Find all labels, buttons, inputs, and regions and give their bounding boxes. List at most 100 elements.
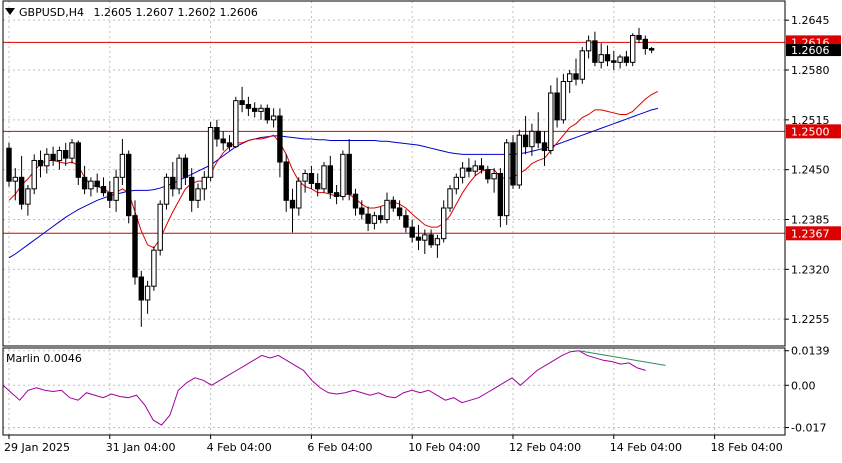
current-price-tag (786, 44, 841, 57)
candle-body (113, 176, 119, 201)
y-tick-label: 1.2255 (791, 313, 830, 326)
chart-header: GBPUSD,H4 1.2605 1.2607 1.2602 1.2606 (5, 6, 258, 19)
candle-body (6, 147, 12, 182)
level-tag (786, 124, 841, 139)
candle-body (478, 165, 485, 171)
candle-body (434, 238, 441, 246)
candle-body (504, 142, 510, 217)
candle-body (12, 176, 19, 182)
candle-body (277, 115, 283, 163)
candle-body (573, 73, 579, 80)
candle-body (176, 157, 182, 190)
candle-body (258, 107, 264, 112)
candle-body (636, 35, 642, 40)
candle-body (384, 199, 390, 220)
candle-body (333, 192, 340, 198)
divergence-line (578, 350, 666, 366)
y-tick-label: 1.2450 (791, 164, 830, 177)
candle-body (75, 142, 81, 178)
level-tag-label: 1.2500 (791, 125, 830, 138)
candle-body (579, 50, 585, 80)
candle-body (409, 226, 415, 238)
level-tag-label: 1.2367 (791, 227, 830, 240)
candle-body (491, 173, 497, 180)
candle-body (63, 150, 69, 159)
price-pane-frame (2, 0, 786, 347)
candle-body (88, 180, 94, 190)
candle-body (56, 150, 63, 161)
candle-body (94, 180, 100, 188)
candle-body (428, 234, 434, 246)
dropdown-triangle-icon[interactable] (5, 8, 15, 15)
candle-body (611, 60, 617, 63)
candle-body (37, 159, 44, 167)
candle-body (560, 81, 567, 121)
candle-body (151, 249, 157, 287)
candle-body (604, 54, 611, 62)
indicator-label: Marlin 0.0046 (6, 352, 82, 365)
candle-body (365, 213, 371, 224)
candle-body (485, 169, 491, 180)
oscillator-line (2, 350, 646, 426)
candle-body (100, 186, 107, 194)
x-tick-label: 12 Feb 04:00 (509, 441, 581, 454)
candle-body (642, 38, 648, 50)
candle-body (522, 134, 529, 148)
x-tick-label: 18 Feb 04:00 (711, 441, 783, 454)
osc-y-tick-label: 0.0139 (791, 345, 830, 358)
candle-body (126, 153, 132, 217)
candle-body (630, 35, 636, 63)
candle-body (390, 199, 397, 209)
candle-body (567, 73, 573, 83)
candle-body (144, 285, 151, 301)
oscillator-pane-frame (2, 347, 786, 436)
candle-body (264, 107, 271, 121)
candle-body (340, 153, 346, 197)
candle-body (25, 188, 31, 205)
candle-body (245, 104, 252, 109)
candle-body (585, 40, 592, 52)
candle-body (453, 176, 460, 190)
x-tick-label: 10 Feb 04:00 (408, 441, 480, 454)
candle-body (81, 176, 88, 190)
candle-body (233, 100, 239, 148)
current-price-label: 1.2606 (791, 44, 830, 57)
candle-body (466, 167, 472, 172)
candle-body (170, 176, 176, 190)
candle-body (447, 188, 453, 209)
candle-body (302, 173, 308, 182)
candle-body (252, 107, 258, 112)
candle-body (50, 153, 56, 161)
candle-body (289, 199, 296, 209)
y-tick-label: 1.2515 (791, 114, 830, 127)
osc-y-tick-label: -0.017 (791, 422, 826, 435)
ohlc-readout: 1.2605 1.2607 1.2602 1.2606 (93, 6, 258, 19)
x-tick-label: 4 Feb 04:00 (207, 441, 272, 454)
candle-body (422, 234, 428, 241)
candle-body (535, 130, 541, 144)
x-tick-label: 31 Jan 04:00 (106, 441, 176, 454)
candle-body (214, 127, 220, 140)
candle-body (182, 157, 189, 178)
x-tick-label: 29 Jan 2025 (4, 441, 70, 454)
candle-body (472, 165, 478, 172)
candle-body (315, 182, 321, 190)
candle-body (189, 176, 195, 201)
candle-body (283, 161, 289, 201)
candle-body (396, 207, 403, 217)
candle-body (138, 276, 145, 301)
candle-body (201, 176, 208, 190)
candle-body (541, 142, 548, 151)
candle-body (226, 142, 233, 148)
candle-body (220, 138, 226, 144)
y-tick-label: 1.2385 (791, 214, 830, 227)
candle-body (18, 176, 25, 205)
candle-body (270, 115, 277, 121)
candle-body (163, 176, 170, 205)
candle-body (327, 165, 334, 194)
candle-body (296, 180, 302, 209)
candle-body (132, 215, 138, 278)
candle-body (592, 40, 598, 63)
